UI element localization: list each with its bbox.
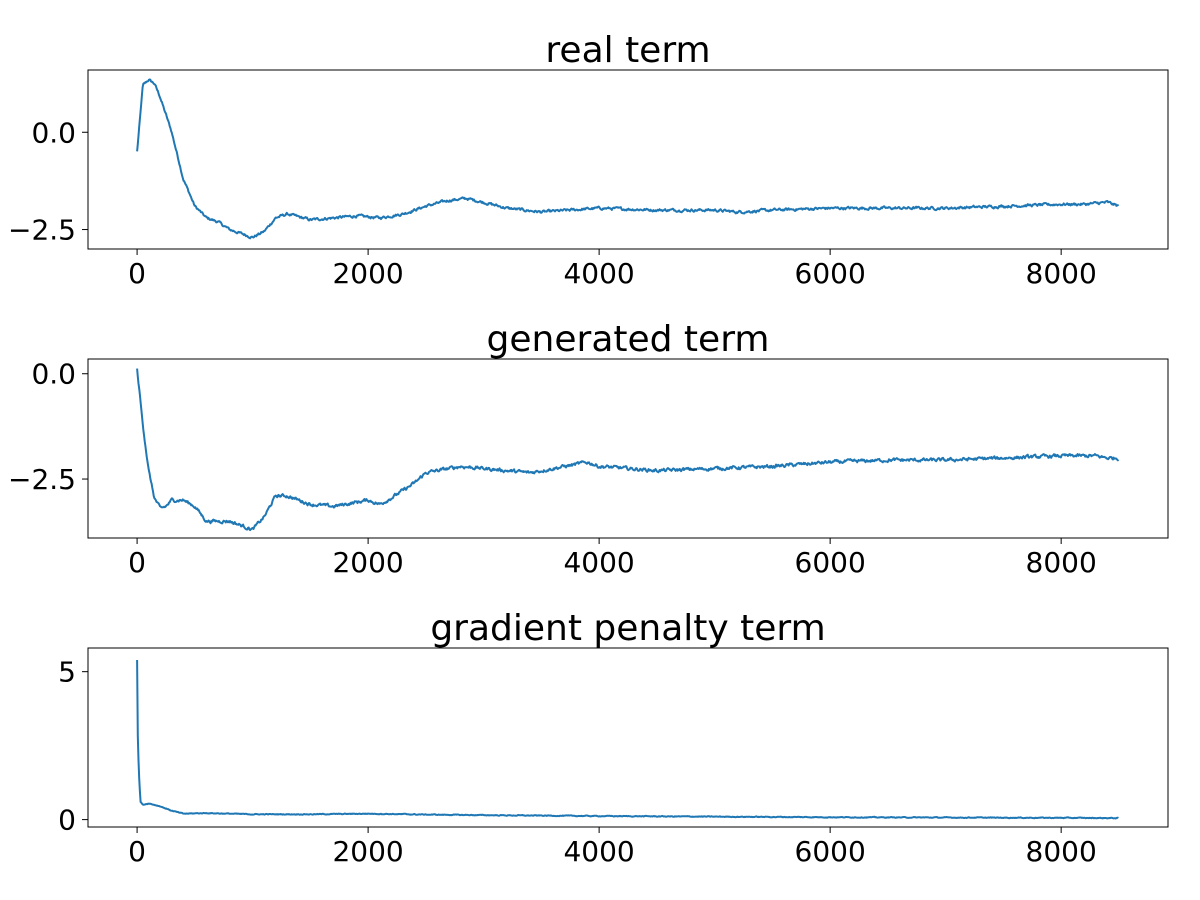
- y-tick-label: −2.5: [8, 214, 76, 247]
- x-tick-label: 6000: [795, 835, 866, 868]
- x-tick-label: 4000: [563, 835, 634, 868]
- y-tick-label: −2.5: [8, 463, 76, 496]
- axes-frame: [87, 69, 1169, 250]
- y-tick-label: 0: [58, 804, 76, 837]
- x-tick-label: 2000: [332, 835, 403, 868]
- x-tick-label: 6000: [795, 546, 866, 579]
- subplot-title: gradient penalty term: [430, 608, 825, 649]
- x-tick-label: 4000: [563, 546, 634, 579]
- x-tick-label: 6000: [795, 257, 866, 290]
- x-tick-label: 2000: [332, 546, 403, 579]
- axes-frame: [87, 358, 1169, 539]
- x-tick-label: 0: [128, 546, 146, 579]
- subplot-3: gradient penalty term 0 2000 4000 6000 8000 5 0: [58, 608, 1169, 868]
- y-tick-label: 0.0: [31, 116, 76, 149]
- axes-frame: [87, 647, 1169, 828]
- x-tick-label: 8000: [1026, 835, 1097, 868]
- subplot-title: generated term: [487, 319, 770, 360]
- subplot-title: real term: [545, 30, 710, 71]
- x-tick-label: 2000: [332, 257, 403, 290]
- y-tick-label: 0.0: [31, 358, 76, 391]
- x-tick-label: 0: [128, 835, 146, 868]
- subplot-1: real term 0 2000 4000 6000 8000 0.0 −2.5: [8, 30, 1169, 290]
- x-tick-label: 8000: [1026, 257, 1097, 290]
- x-tick-label: 0: [128, 257, 146, 290]
- series-line-1: [136, 78, 1120, 240]
- subplot-2: generated term 0 2000 4000 6000 8000 0.0 −2.5: [8, 319, 1169, 579]
- y-tick-label: 5: [58, 656, 76, 689]
- x-tick-label: 8000: [1026, 546, 1097, 579]
- series-line-1: [136, 368, 1120, 532]
- series-line-1: [136, 659, 1119, 820]
- x-tick-label: 4000: [563, 257, 634, 290]
